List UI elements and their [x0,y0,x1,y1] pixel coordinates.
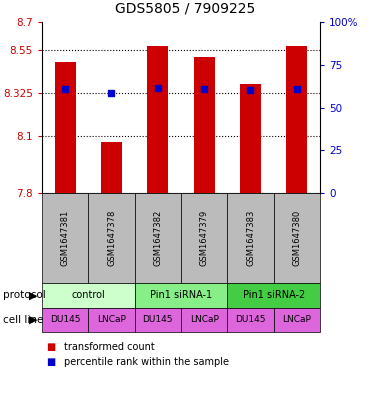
Text: percentile rank within the sample: percentile rank within the sample [64,357,229,367]
Bar [194,57,214,193]
Text: cell line: cell line [3,315,43,325]
Text: ▶: ▶ [29,315,37,325]
Text: GSM1647380: GSM1647380 [292,210,301,266]
Text: ■: ■ [46,357,55,367]
Text: transformed count: transformed count [64,342,155,352]
Bar [240,84,261,193]
Text: GSM1647382: GSM1647382 [153,210,162,266]
Text: GSM1647381: GSM1647381 [61,210,70,266]
Bar [147,46,168,193]
Text: DU145: DU145 [50,316,81,325]
Text: LNCaP: LNCaP [97,316,126,325]
Bar [101,142,122,193]
Text: GSM1647378: GSM1647378 [107,210,116,266]
Text: protocol: protocol [3,290,46,301]
Text: GSM1647379: GSM1647379 [200,210,209,266]
Text: Pin1 siRNA-1: Pin1 siRNA-1 [150,290,212,301]
Bar [286,46,307,193]
Text: Pin1 siRNA-2: Pin1 siRNA-2 [243,290,305,301]
Text: ■: ■ [46,342,55,352]
Bar [55,62,76,193]
Text: control: control [72,290,105,301]
Text: DU145: DU145 [235,316,266,325]
Text: DU145: DU145 [142,316,173,325]
Text: ▶: ▶ [29,290,37,301]
Text: GSM1647383: GSM1647383 [246,210,255,266]
Text: LNCaP: LNCaP [190,316,219,325]
Text: LNCaP: LNCaP [282,316,311,325]
Text: GDS5805 / 7909225: GDS5805 / 7909225 [115,2,256,16]
